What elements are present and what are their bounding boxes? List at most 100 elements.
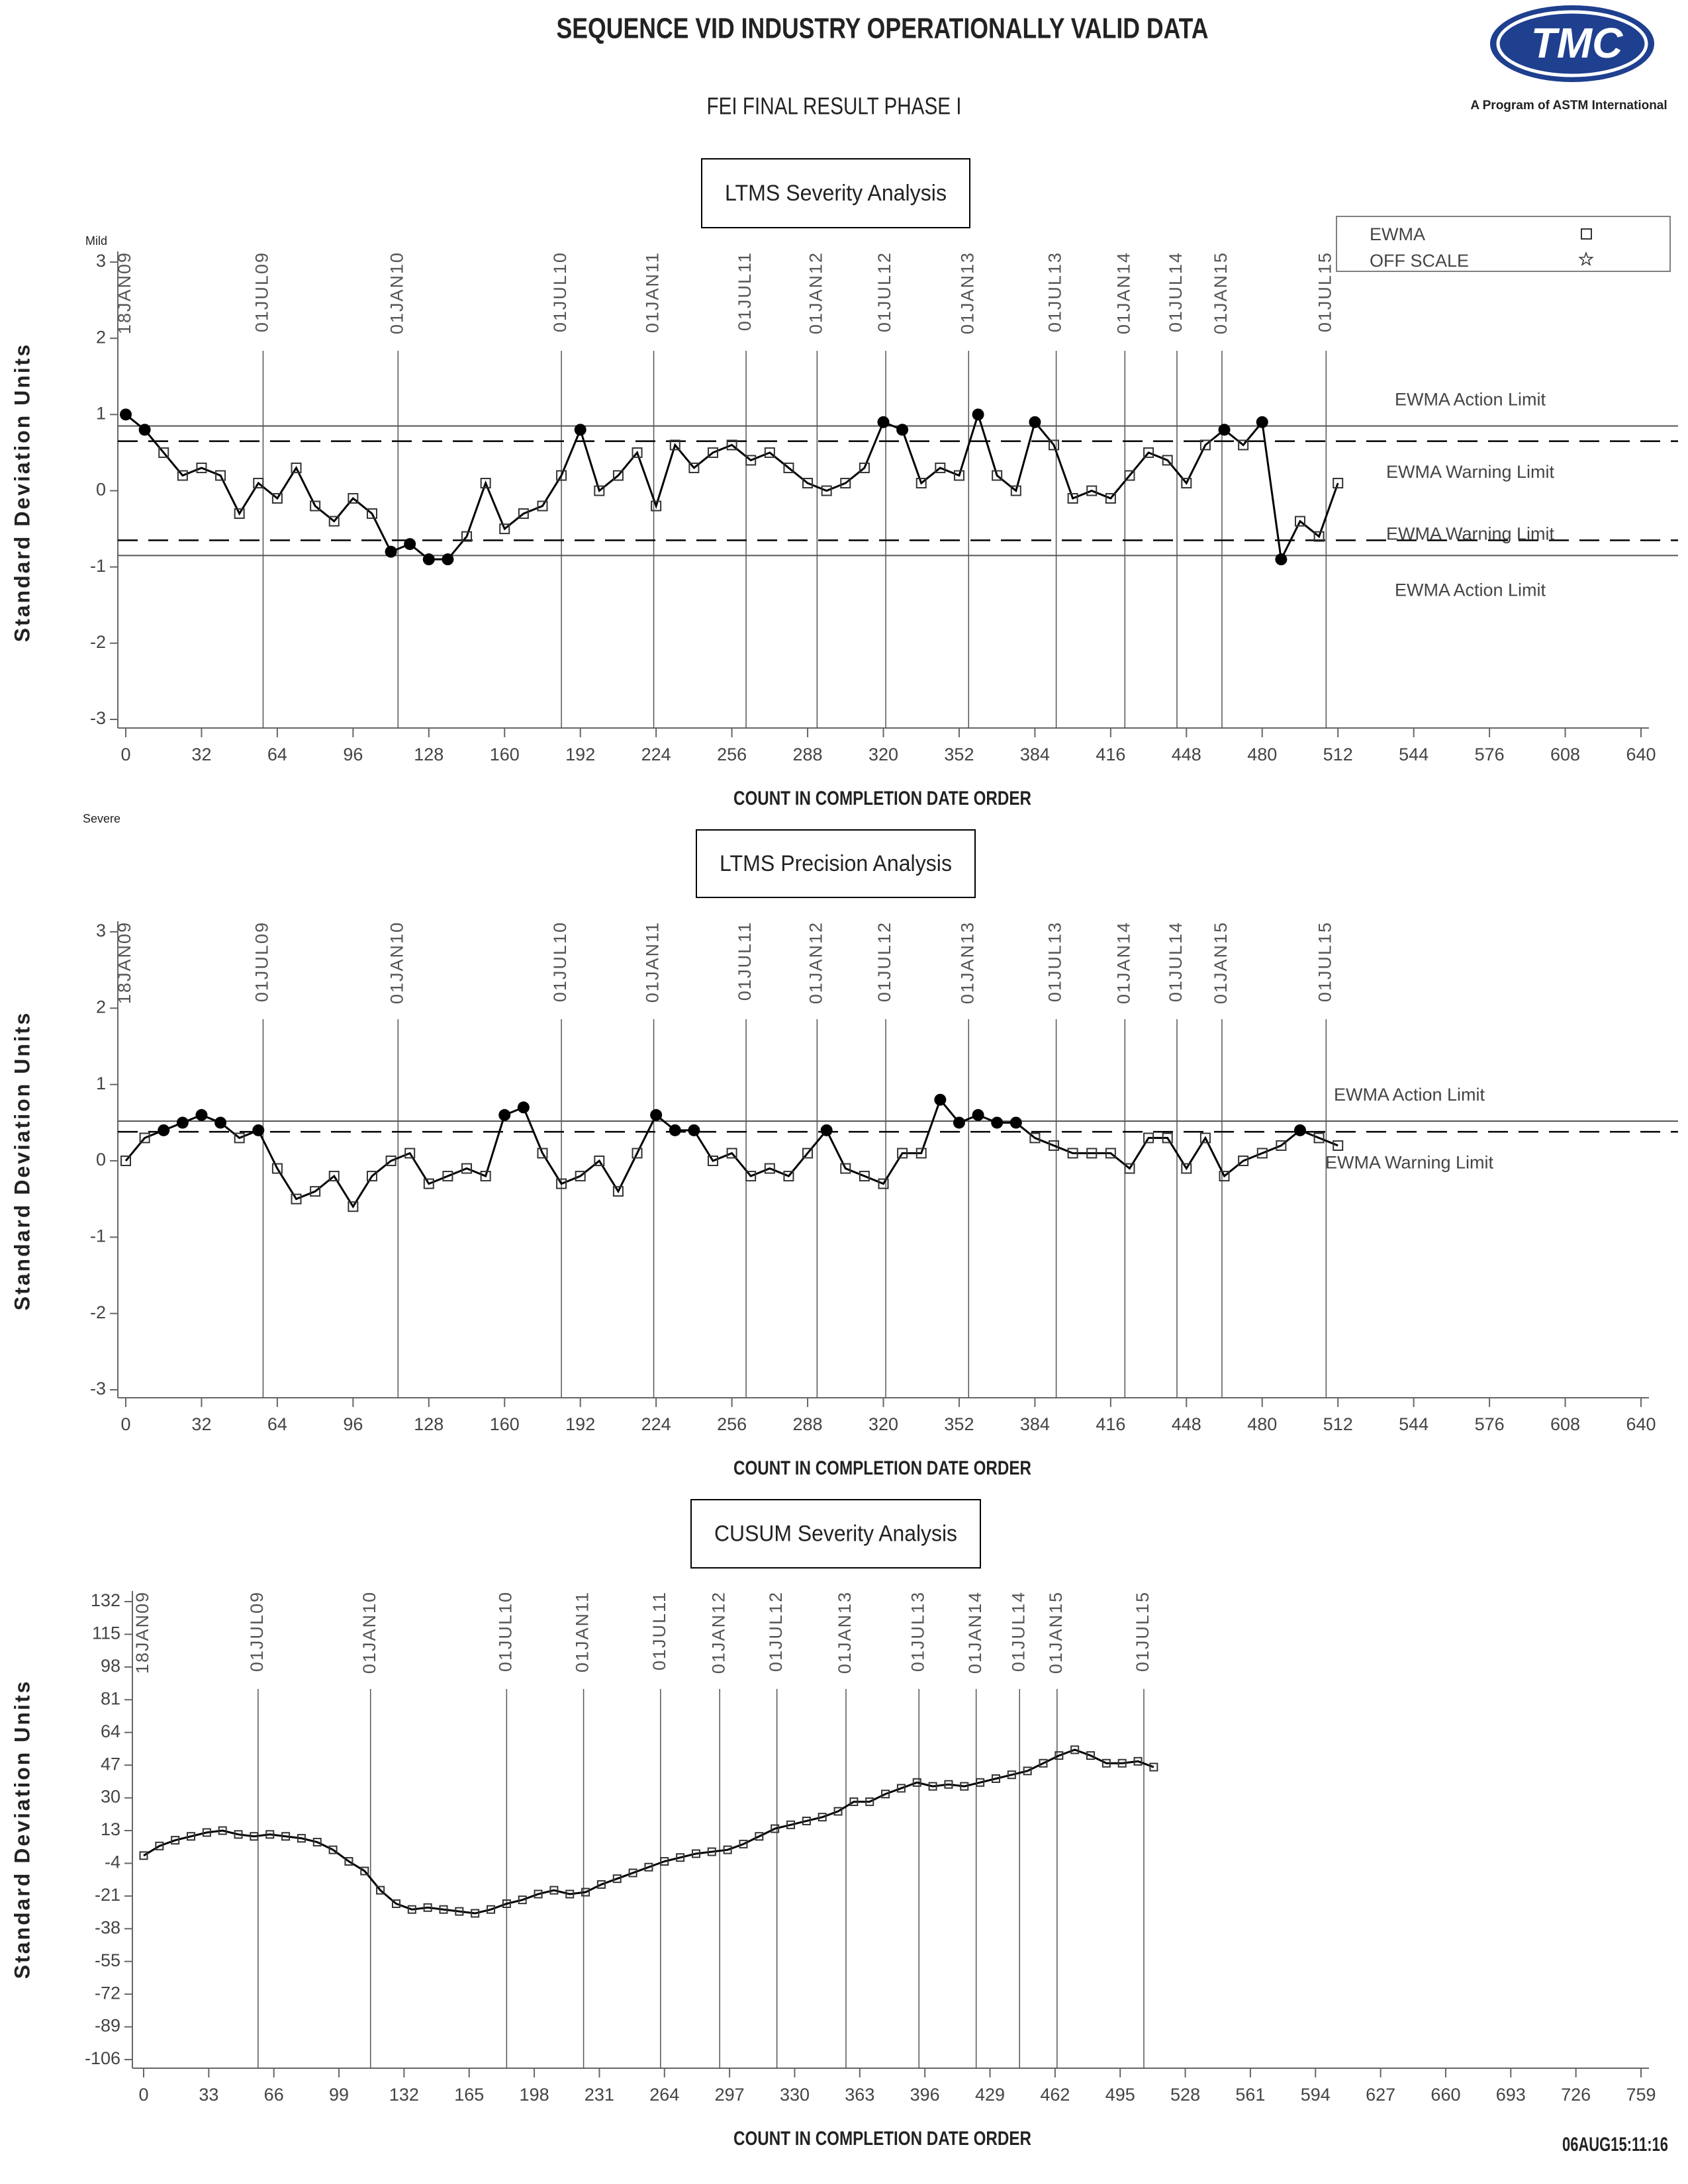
marker-filled — [1218, 424, 1231, 436]
marker — [833, 1807, 843, 1816]
marker — [297, 1834, 306, 1843]
x-tick-label: 448 — [1172, 745, 1201, 764]
y-tick-label: 3 — [96, 921, 106, 940]
marker — [1067, 1148, 1078, 1159]
date-label: 01JAN11 — [573, 1591, 592, 1672]
date-label: 01JUL14 — [1008, 1591, 1028, 1672]
page-subtitle: FEI FINAL RESULT PHASE I — [707, 93, 962, 120]
x-tick-label: 99 — [329, 2085, 349, 2105]
marker — [1086, 1751, 1096, 1760]
y-tick-label: 3 — [96, 251, 106, 271]
marker — [1149, 1762, 1158, 1772]
date-label: 01JAN13 — [835, 1591, 855, 1674]
marker-filled — [650, 1109, 663, 1121]
date-label: 01JAN15 — [1211, 251, 1231, 334]
date-label: 01JUL15 — [1315, 251, 1335, 332]
marker — [407, 1905, 416, 1914]
x-tick-label: 96 — [343, 1414, 363, 1434]
x-tick-label: 640 — [1626, 745, 1656, 764]
marker — [1181, 477, 1192, 488]
y-tick-label: -2 — [90, 632, 106, 652]
x-tick-label: 512 — [1323, 745, 1353, 764]
marker — [537, 1148, 548, 1159]
date-label: 01JAN13 — [957, 251, 977, 334]
marker-filled — [820, 1124, 833, 1136]
marker — [771, 1824, 780, 1833]
marker — [739, 1839, 748, 1848]
marker — [1049, 1140, 1060, 1151]
marker — [881, 1790, 890, 1799]
y-tick-label: 132 — [91, 1590, 120, 1610]
marker — [215, 470, 226, 481]
x-tick-label: 480 — [1247, 1414, 1277, 1434]
marker — [915, 1148, 927, 1159]
marker-filled — [252, 1124, 265, 1136]
marker-filled — [422, 553, 435, 566]
marker — [158, 447, 169, 458]
marker — [565, 1889, 575, 1899]
marker — [644, 1862, 653, 1872]
x-tick-label: 561 — [1235, 2085, 1265, 2105]
x-tick-label: 726 — [1561, 2085, 1591, 2105]
date-label: 01JUL10 — [495, 1591, 515, 1672]
date-label: 01JAN12 — [806, 921, 825, 1004]
x-tick-label: 32 — [191, 745, 211, 764]
x-tick-label: 594 — [1301, 2085, 1331, 2105]
marker-filled — [972, 408, 984, 421]
marker — [1055, 1751, 1064, 1760]
marker — [1105, 493, 1116, 504]
page-title: SEQUENCE VID INDUSTRY OPERATIONALLY VALI… — [557, 13, 1209, 45]
legend-star — [1578, 251, 1594, 266]
marker — [991, 1774, 1000, 1783]
marker — [177, 470, 188, 481]
logo-text: TMC — [1531, 19, 1623, 67]
marker — [480, 1171, 491, 1182]
marker — [764, 447, 775, 458]
x-tick-label: 627 — [1366, 2085, 1395, 2105]
x-tick-label: 64 — [267, 745, 287, 764]
chart-title: CUSUM Severity Analysis — [714, 1521, 957, 1546]
marker-filled — [214, 1116, 227, 1129]
date-label: 01JAN15 — [1046, 1591, 1066, 1674]
x-tick-label: 231 — [585, 2085, 614, 2105]
reference-label: EWMA Action Limit — [1334, 1085, 1485, 1105]
marker-filled — [1275, 553, 1288, 566]
x-tick-label: 416 — [1096, 745, 1125, 764]
marker — [291, 1193, 302, 1205]
x-tick-label: 132 — [389, 2085, 419, 2105]
marker — [594, 1156, 605, 1166]
date-label: 18JAN09 — [115, 251, 134, 334]
x-tick-label: 224 — [641, 1414, 671, 1434]
marker — [1086, 1148, 1098, 1159]
x-tick-label: 64 — [267, 1414, 287, 1434]
date-label: 01JUL15 — [1133, 1591, 1152, 1672]
marker — [1067, 493, 1078, 504]
x-tick-label: 759 — [1626, 2085, 1656, 2105]
marker — [1199, 439, 1211, 451]
y-tick-label: 0 — [96, 480, 106, 500]
marker — [723, 1845, 732, 1854]
x-tick-label: 297 — [715, 2085, 745, 2105]
marker — [218, 1826, 227, 1835]
marker — [271, 1163, 283, 1174]
marker — [802, 1148, 814, 1159]
marker-filled — [896, 424, 909, 436]
marker — [676, 1853, 685, 1862]
reference-label: EWMA Action Limit — [1395, 580, 1546, 600]
marker — [348, 493, 359, 504]
date-label: 01JUL13 — [908, 1591, 927, 1672]
marker — [291, 462, 302, 473]
marker-filled — [1029, 416, 1041, 428]
marker — [360, 1866, 369, 1876]
marker — [423, 1903, 432, 1912]
marker — [439, 1905, 448, 1914]
marker — [1162, 455, 1173, 466]
date-label: 01JUL10 — [550, 921, 570, 1002]
marker — [859, 1171, 870, 1182]
date-label: 01JUL13 — [1045, 921, 1065, 1002]
y-tick-label: -72 — [95, 1983, 120, 2003]
marker — [310, 500, 321, 512]
marker — [1105, 1148, 1116, 1159]
date-label: 01JUL12 — [874, 921, 894, 1002]
marker-filled — [138, 424, 151, 436]
